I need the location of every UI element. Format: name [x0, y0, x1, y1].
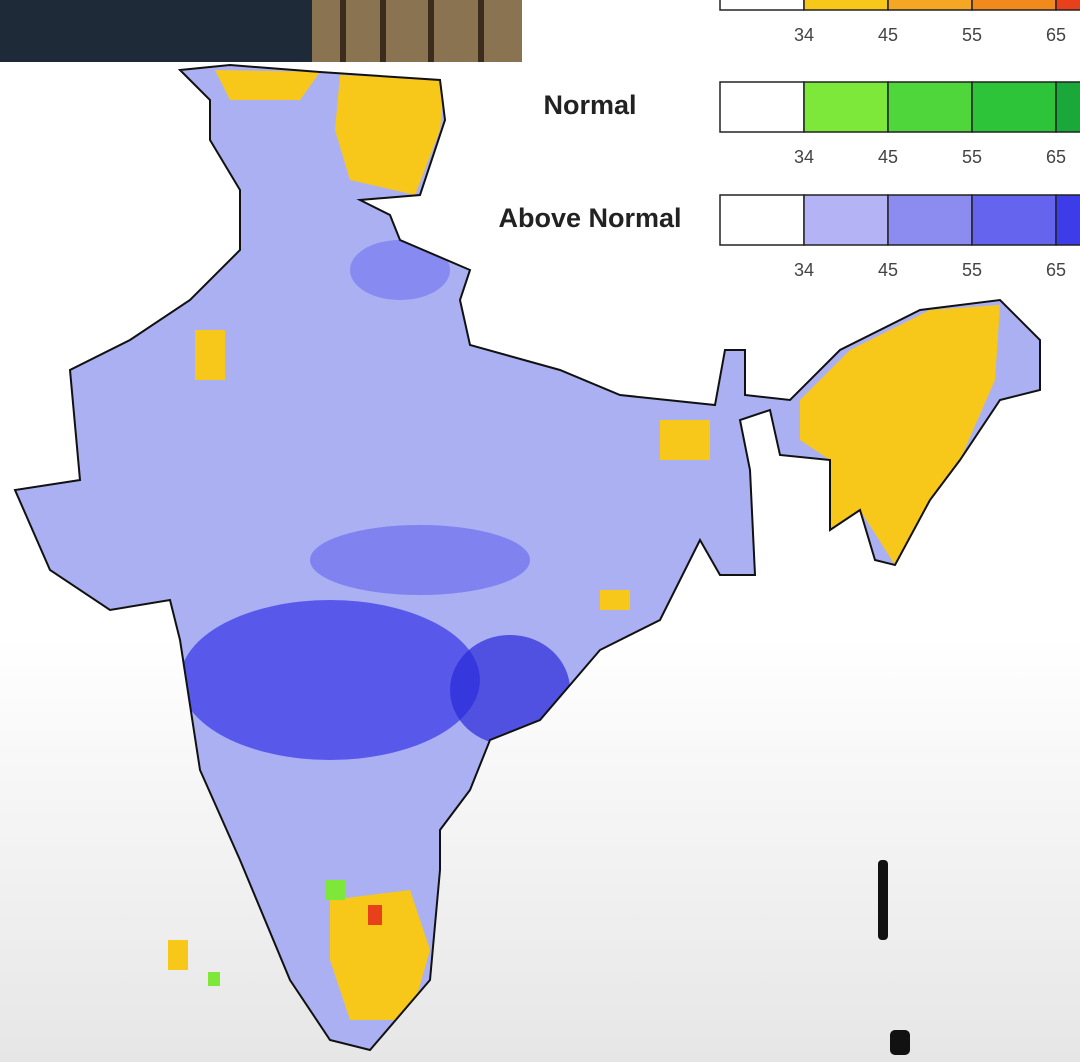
legend-tick-label: 65: [1046, 25, 1066, 45]
legend-tick-label: 55: [962, 260, 982, 280]
legend-swatch: [1055, 81, 1080, 133]
legend-tick-label: 55: [962, 25, 982, 45]
legend-swatch: [719, 0, 805, 11]
legend-swatch: [1055, 194, 1080, 246]
legend-swatch: [719, 194, 805, 246]
legend-tick-label: 34: [794, 260, 814, 280]
legend-label: Above Normal: [498, 203, 681, 233]
islands: [168, 860, 910, 1055]
legend-swatch: [887, 194, 973, 246]
legend: 34 45 55 65 Normal 34 45 55 65 Above Normal 34 45 55…: [498, 0, 1080, 280]
legend-swatch: [719, 81, 805, 133]
legend-swatch: [803, 194, 889, 246]
legend-swatch: [971, 0, 1057, 11]
legend-swatch: [803, 81, 889, 133]
legend-swatch: [971, 81, 1057, 133]
legend-swatch: [887, 0, 973, 11]
legend-tick-label: 55: [962, 147, 982, 167]
legend-swatch: [887, 81, 973, 133]
video-thumbnail: [0, 0, 522, 62]
legend-swatch: [1055, 0, 1080, 11]
legend-tick-label: 65: [1046, 147, 1066, 167]
legend-tick-label: 45: [878, 25, 898, 45]
legend-tick-label: 45: [878, 260, 898, 280]
legend-tick-label: 34: [794, 25, 814, 45]
legend-swatch: [803, 0, 889, 11]
legend-tick-label: 45: [878, 147, 898, 167]
legend-label: Normal: [543, 90, 636, 120]
legend-swatch: [971, 194, 1057, 246]
legend-tick-label: 65: [1046, 260, 1066, 280]
legend-tick-label: 34: [794, 147, 814, 167]
